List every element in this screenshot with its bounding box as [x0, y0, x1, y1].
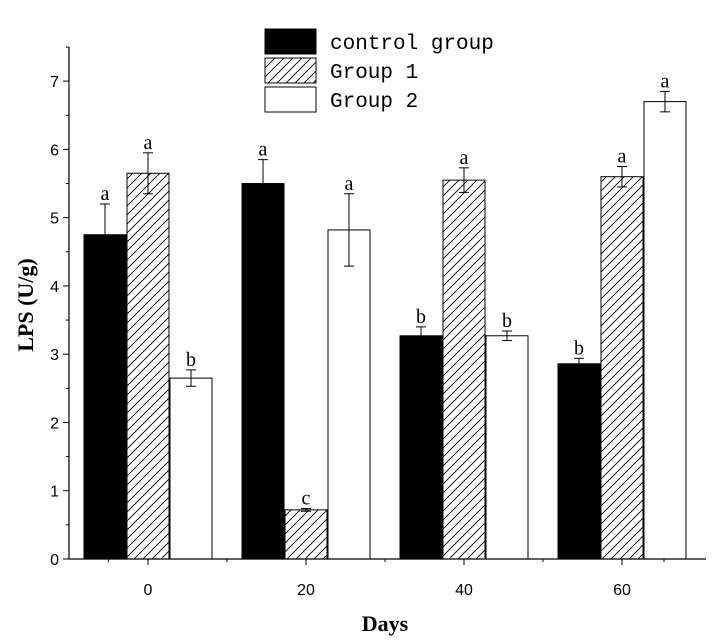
- significance-label: a: [661, 70, 670, 92]
- error-bar: [143, 152, 153, 195]
- significance-label: a: [618, 145, 627, 167]
- error-bar: [344, 193, 354, 267]
- bar-group-2-20: [327, 229, 371, 560]
- bar-group-1-60: [600, 176, 644, 560]
- y-tick-label: 7: [50, 74, 59, 91]
- bar-group-1-0: [126, 172, 170, 560]
- y-tick-label: 2: [50, 415, 59, 432]
- significance-label: a: [144, 132, 153, 154]
- bar-control-group-0: [83, 234, 127, 560]
- bar-group-2-60: [643, 101, 687, 560]
- error-bar: [100, 203, 110, 266]
- x-tick-label: 0: [144, 582, 153, 599]
- bar-group-2-0: [169, 377, 213, 560]
- error-bar: [416, 326, 426, 346]
- error-bar: [660, 90, 670, 113]
- significance-label: c: [302, 487, 311, 509]
- y-tick-label: 5: [50, 211, 59, 228]
- legend-item: Group 2: [264, 86, 418, 114]
- legend-item: Group 1: [264, 57, 418, 85]
- y-tick-label: 6: [50, 142, 59, 159]
- y-axis-title: LPS (U/g): [13, 258, 38, 352]
- error-bar: [258, 159, 268, 208]
- significance-label: a: [460, 147, 469, 169]
- significance-label: b: [416, 306, 426, 328]
- legend-label: Group 2: [330, 91, 418, 114]
- legend-label: Group 1: [330, 62, 418, 85]
- significance-label: b: [186, 349, 196, 371]
- y-tick-label: 4: [50, 279, 59, 296]
- legend-item: control group: [264, 28, 494, 56]
- error-bar: [301, 507, 311, 512]
- bar-control-group-60: [557, 363, 601, 560]
- bar-group-1-40: [442, 179, 486, 560]
- bar-group-1-20: [284, 509, 328, 560]
- significance-label: a: [101, 183, 110, 205]
- x-tick-label: 20: [297, 582, 315, 599]
- bar-group-2-40: [485, 335, 529, 560]
- bar-control-group-40: [399, 335, 443, 560]
- error-bar: [574, 357, 584, 370]
- legend: control group Group 1 Group 2: [264, 28, 494, 114]
- x-axis-title: Days: [362, 611, 409, 636]
- legend-swatch: [264, 86, 317, 113]
- x-tick-label: 60: [613, 582, 631, 599]
- error-bar: [502, 330, 512, 342]
- significance-label: b: [502, 310, 512, 332]
- legend-label: control group: [330, 33, 494, 56]
- significance-label: a: [345, 173, 354, 195]
- bar-control-group-20: [241, 183, 285, 560]
- x-tick-label: 40: [455, 582, 473, 599]
- error-bar: [186, 369, 196, 387]
- error-bar: [617, 165, 627, 188]
- significance-label: a: [259, 139, 268, 161]
- y-tick-label: 0: [50, 552, 59, 569]
- bars-group: a a b b a c a a b a b a: [83, 70, 687, 560]
- legend-swatch: [264, 57, 317, 84]
- axes-group: 0 1 2 3 4 5 6 7 0 20 40 60: [50, 46, 706, 599]
- y-tick-label: 1: [50, 484, 59, 501]
- error-bar: [459, 167, 469, 193]
- y-tick-label: 3: [50, 347, 59, 364]
- legend-swatch: [264, 28, 317, 55]
- significance-label: b: [574, 337, 584, 359]
